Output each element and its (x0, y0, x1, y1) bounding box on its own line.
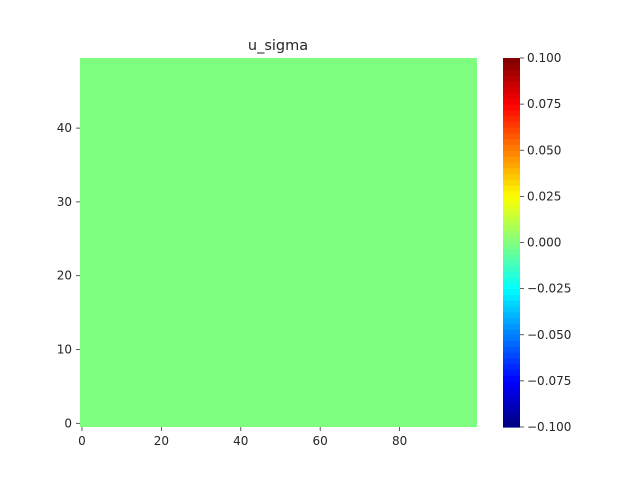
colorbar-step (503, 69, 520, 76)
colorbar-step (503, 328, 520, 336)
colorbar-step (503, 58, 520, 65)
y-tick-label: 20 (57, 269, 72, 283)
colorbar-step (503, 138, 520, 146)
colorbar-step (503, 98, 520, 105)
colorbar-step (503, 167, 520, 174)
colorbar-step (503, 219, 520, 226)
colorbar-tick-label: 0.075 (527, 97, 561, 111)
colorbar-step (503, 190, 520, 197)
colorbar-step (503, 207, 520, 215)
colorbar-axis: −0.100 −0.075 −0.050 −0.025 0.000 0.025 0.050 0… (520, 51, 571, 434)
colorbar-step (503, 294, 520, 301)
colorbar-step (503, 305, 520, 313)
colorbar-step (503, 415, 520, 422)
colorbar-step (503, 369, 520, 376)
y-tick-label: 10 (57, 343, 72, 357)
colorbar-step (503, 265, 520, 272)
colorbar-step (503, 81, 520, 88)
colorbar-tick-label: −0.025 (527, 282, 571, 296)
colorbar-step (503, 317, 520, 324)
colorbar-tick-label: −0.050 (527, 328, 571, 342)
colorbar-step (503, 248, 520, 255)
colorbar-step (503, 357, 520, 365)
x-axis: 0 20 40 60 80 (78, 427, 407, 448)
colorbar-step (503, 144, 520, 151)
colorbar-step (503, 196, 520, 203)
colorbar-tick-label: 0.050 (527, 143, 561, 157)
colorbar-step (503, 86, 520, 94)
y-tick-label: 40 (57, 121, 72, 135)
colorbar-step (503, 300, 520, 307)
x-tick-label: 80 (392, 434, 407, 448)
x-tick-label: 40 (233, 434, 248, 448)
y-tick-label: 0 (64, 416, 72, 430)
colorbar-step (503, 184, 520, 192)
colorbar-step (503, 409, 520, 417)
heatmap-field (80, 58, 477, 427)
colorbar-tick-label: −0.075 (527, 374, 571, 388)
colorbar-step (503, 386, 520, 394)
colorbar-step (503, 380, 520, 388)
colorbar-step (503, 75, 520, 82)
colorbar-step (503, 421, 520, 428)
colorbar-step (503, 363, 520, 370)
colorbar-step (503, 254, 520, 261)
colorbar-step (503, 340, 520, 347)
colorbar-step (503, 109, 520, 117)
colorbar-step (503, 392, 520, 399)
x-tick-label: 0 (78, 434, 86, 448)
colorbar-step (503, 132, 520, 140)
colorbar-step (503, 121, 520, 128)
colorbar-step (503, 311, 520, 319)
colorbar-step (503, 161, 520, 169)
colorbar-step (503, 236, 520, 244)
colorbar-step (503, 156, 520, 163)
colorbar-step (503, 323, 520, 330)
colorbar-step (503, 375, 520, 382)
y-axis: 0 10 20 30 40 (57, 121, 80, 430)
colorbar-step (503, 127, 520, 134)
colorbar-step (503, 259, 520, 267)
colorbar-step (503, 346, 520, 353)
colorbar-step (503, 230, 520, 238)
colorbar-tick-label: 0.100 (527, 51, 561, 65)
colorbar-step (503, 334, 520, 342)
colorbar-step (503, 213, 520, 221)
colorbar-step (503, 150, 520, 157)
colorbar-step (503, 277, 520, 284)
colorbar-step (503, 225, 520, 232)
colorbar-step (503, 352, 520, 359)
colorbar-step (503, 271, 520, 278)
plot-area (80, 58, 477, 427)
colorbar-step (503, 173, 520, 180)
colorbar: −0.100 −0.075 −0.050 −0.025 0.000 0.025 0.050 0… (503, 51, 571, 434)
colorbar-tick-label: −0.100 (527, 420, 571, 434)
colorbar-step (503, 242, 520, 249)
x-tick-label: 20 (154, 434, 169, 448)
colorbar-tick-label: 0.025 (527, 189, 561, 203)
chart-title: u_sigma (248, 38, 308, 54)
x-tick-label: 60 (313, 434, 328, 448)
colorbar-step (503, 115, 520, 123)
colorbar-step (503, 403, 520, 411)
y-tick-label: 30 (57, 195, 72, 209)
colorbar-gradient (503, 58, 520, 428)
colorbar-step (503, 282, 520, 290)
colorbar-step (503, 179, 520, 186)
colorbar-step (503, 288, 520, 295)
colorbar-step (503, 202, 520, 209)
colorbar-step (503, 104, 520, 111)
colorbar-step (503, 63, 520, 71)
colorbar-tick-label: 0.000 (527, 236, 561, 250)
colorbar-step (503, 92, 520, 99)
colorbar-step (503, 398, 520, 405)
